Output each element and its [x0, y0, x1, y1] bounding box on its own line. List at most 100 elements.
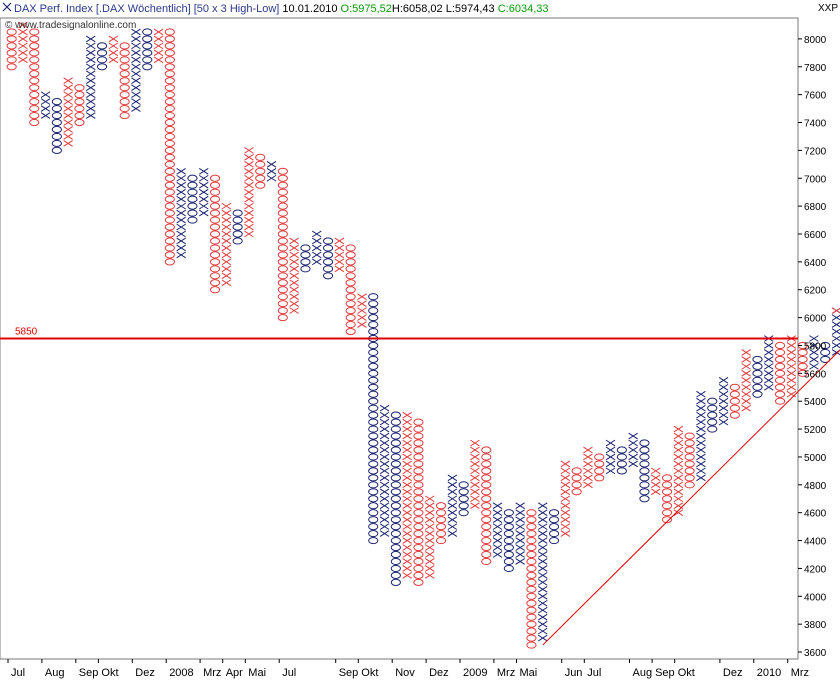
- x-box: [492, 544, 503, 551]
- x-box: [131, 56, 141, 64]
- x-box: [424, 495, 435, 503]
- o-column: [390, 411, 401, 586]
- o-box: [164, 49, 175, 57]
- o-box: [390, 502, 401, 510]
- o-column: [684, 432, 695, 489]
- x-box: [492, 537, 503, 544]
- o-box: [368, 536, 379, 545]
- o-box: [322, 272, 334, 280]
- o-box: [29, 84, 40, 92]
- x-box: [741, 349, 751, 356]
- x-box: [334, 265, 345, 273]
- x-column: [85, 35, 96, 119]
- o-box: [164, 174, 175, 182]
- o-box: [458, 502, 469, 510]
- o-box: [164, 216, 175, 224]
- x-tick-label: Dez: [723, 667, 743, 679]
- o-box: [187, 174, 198, 182]
- x-box: [379, 411, 390, 419]
- x-box: [537, 544, 548, 551]
- o-box: [119, 104, 130, 113]
- x-box: [244, 202, 254, 210]
- o-box: [526, 571, 537, 579]
- y-tick-label: 7800: [804, 63, 827, 74]
- o-box: [368, 418, 379, 426]
- x-column: [334, 237, 345, 273]
- o-box: [390, 411, 401, 419]
- o-box: [639, 495, 650, 503]
- x-box: [605, 467, 616, 475]
- o-box: [74, 98, 85, 106]
- x-box: [289, 300, 299, 307]
- x-box: [402, 523, 412, 530]
- x-box: [741, 390, 751, 398]
- x-column: [583, 446, 593, 489]
- x-column: [402, 411, 412, 579]
- o-box: [481, 488, 492, 496]
- o-column: [322, 237, 334, 280]
- o-box: [322, 251, 334, 259]
- o-box: [209, 279, 221, 287]
- x-box: [176, 230, 186, 238]
- x-box: [424, 516, 435, 523]
- x-tick-label: Apr: [226, 667, 243, 679]
- x-box: [718, 397, 729, 405]
- x-box: [402, 460, 412, 468]
- o-box: [164, 146, 175, 154]
- o-box: [413, 446, 424, 454]
- o-box: [368, 481, 379, 489]
- o-box: [481, 474, 492, 482]
- o-box: [345, 272, 356, 280]
- trendline: [542, 349, 840, 646]
- x-box: [560, 530, 571, 537]
- o-box: [29, 28, 40, 36]
- x-box: [153, 35, 164, 43]
- x-box: [696, 425, 706, 433]
- x-box: [537, 551, 548, 558]
- x-box: [560, 481, 571, 489]
- o-box: [51, 132, 62, 141]
- o-box: [503, 550, 514, 559]
- o-box: [277, 272, 288, 280]
- o-box: [368, 432, 379, 440]
- x-box: [289, 244, 299, 252]
- x-tick-label: Aug: [45, 667, 65, 679]
- x-tick-label: Sep: [339, 667, 359, 679]
- x-box: [447, 509, 458, 516]
- o-box: [368, 523, 379, 531]
- x-box: [560, 509, 571, 516]
- x-box: [515, 502, 525, 510]
- x-box: [221, 279, 232, 287]
- o-box: [571, 467, 582, 475]
- x-column: [153, 28, 164, 64]
- o-box: [639, 488, 650, 496]
- o-box: [526, 550, 537, 559]
- x-box: [379, 453, 390, 461]
- x-box: [221, 223, 232, 231]
- o-box: [142, 56, 153, 64]
- o-box: [413, 557, 424, 566]
- x-box: [266, 174, 277, 182]
- o-box: [277, 300, 288, 308]
- o-box: [639, 460, 650, 468]
- x-tick-label: 2008: [169, 667, 193, 679]
- x-box: [809, 342, 819, 349]
- o-column: [729, 383, 740, 419]
- o-box: [526, 599, 537, 607]
- x-box: [379, 530, 390, 537]
- x-box: [831, 328, 840, 335]
- x-box: [176, 174, 186, 182]
- x-box: [515, 551, 525, 558]
- x-box: [447, 530, 458, 537]
- o-box: [277, 258, 288, 266]
- x-column: [311, 230, 322, 266]
- o-box: [119, 49, 130, 57]
- o-box: [481, 536, 492, 545]
- x-box: [470, 495, 480, 503]
- x-box: [560, 460, 571, 468]
- o-box: [639, 446, 650, 454]
- o-box: [526, 613, 537, 621]
- x-box: [18, 42, 28, 50]
- x-column: [605, 439, 616, 475]
- x-tick-label: Dez: [429, 667, 449, 679]
